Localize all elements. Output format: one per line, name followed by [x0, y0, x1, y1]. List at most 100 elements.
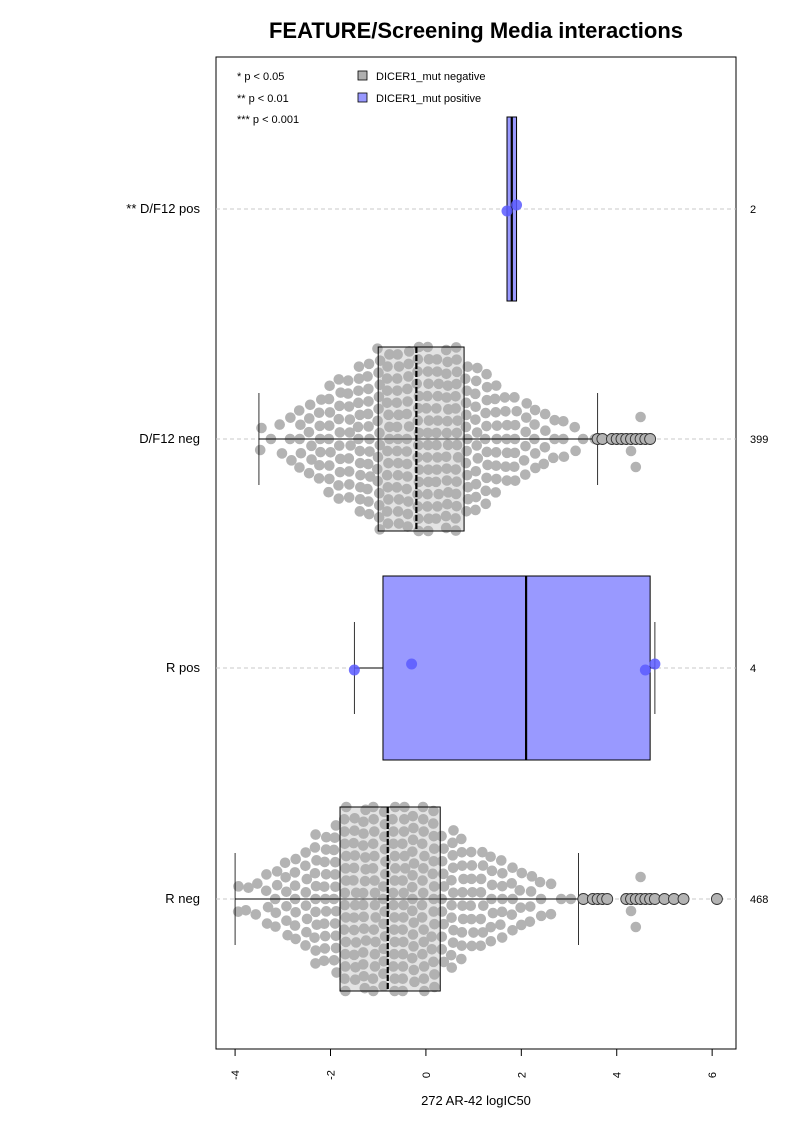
beeswarm-point — [436, 931, 448, 943]
beeswarm-point — [309, 867, 321, 879]
beeswarm-point — [402, 471, 413, 482]
beeswarm-point — [358, 923, 370, 935]
beeswarm-point — [478, 900, 489, 911]
beeswarm-point — [490, 380, 502, 391]
beeswarm-point — [370, 912, 381, 923]
beeswarm-point — [423, 476, 434, 488]
beeswarm-point — [480, 407, 491, 419]
beeswarm-point — [334, 466, 346, 478]
beeswarm-point — [418, 924, 429, 935]
beeswarm-point — [367, 863, 379, 874]
beeswarm-point — [353, 397, 364, 409]
beeswarm-point — [295, 419, 306, 431]
beeswarm-point — [357, 947, 369, 958]
beeswarm-point — [340, 850, 352, 862]
beeswarm-point — [427, 868, 439, 880]
beeswarm-point — [481, 472, 492, 484]
beeswarm-point — [397, 924, 409, 935]
beeswarm-point — [496, 880, 508, 892]
beeswarm-point — [330, 942, 342, 954]
beeswarm-point — [281, 886, 292, 898]
beeswarm-point — [389, 850, 401, 862]
beeswarm-point — [339, 838, 351, 850]
beeswarm-point — [539, 408, 551, 420]
beeswarm-point — [432, 452, 443, 463]
beeswarm-point — [353, 361, 365, 372]
beeswarm-point — [485, 935, 497, 947]
beeswarm-point — [279, 857, 291, 869]
beeswarm-point — [392, 349, 403, 360]
beeswarm-point — [363, 496, 374, 507]
beeswarm-point — [301, 926, 312, 938]
beeswarm-point — [320, 868, 332, 880]
beeswarm-point — [431, 464, 443, 475]
beeswarm-point — [310, 829, 321, 840]
beeswarm-point — [333, 413, 345, 425]
beeswarm-point — [451, 500, 462, 512]
beeswarm-point — [323, 486, 334, 498]
beeswarm-point — [402, 508, 414, 520]
beeswarm-point — [392, 506, 404, 517]
beeswarm-point — [398, 899, 409, 911]
beeswarm-point — [422, 366, 434, 377]
beeswarm-point — [343, 466, 355, 477]
beeswarm-point — [432, 415, 444, 426]
legend-label-negative: DICER1_mut negative — [376, 71, 485, 83]
beeswarm-point — [319, 930, 331, 942]
beeswarm-point — [339, 826, 350, 837]
beeswarm-point — [520, 426, 532, 438]
group-n-label: 2 — [750, 204, 756, 216]
beeswarm-point — [423, 378, 434, 390]
beeswarm-point — [369, 875, 380, 886]
beeswarm-point — [390, 863, 401, 874]
beeswarm-point — [364, 446, 375, 457]
beeswarm-point — [381, 397, 393, 409]
beeswarm-point — [391, 482, 403, 493]
beeswarm-point — [475, 940, 487, 952]
beeswarm-point — [519, 469, 531, 480]
beeswarm-point — [261, 918, 273, 929]
beeswarm-point — [397, 948, 409, 960]
beeswarm-point — [389, 875, 400, 886]
beeswarm-point — [451, 378, 462, 390]
beeswarm-point — [491, 473, 502, 485]
beeswarm-point — [401, 408, 413, 420]
beeswarm-point — [450, 513, 461, 524]
beeswarm-point — [516, 919, 527, 931]
x-tick-label: 0 — [421, 1072, 433, 1078]
beeswarm-point — [535, 910, 547, 922]
beeswarm-point — [363, 383, 374, 395]
beeswarm-point — [481, 394, 493, 406]
beeswarm-point — [378, 980, 389, 992]
beeswarm-point — [391, 385, 403, 396]
beeswarm-point — [338, 813, 350, 825]
beeswarm-point — [436, 855, 448, 867]
beeswarm-point — [482, 459, 493, 471]
beeswarm-point — [254, 444, 266, 456]
beeswarm-point — [374, 355, 386, 366]
beeswarm-point — [388, 838, 399, 850]
beeswarm-point — [530, 462, 541, 474]
beeswarm-point — [373, 487, 385, 499]
beeswarm-point — [451, 354, 462, 365]
beeswarm-point — [333, 374, 345, 385]
beeswarm-point — [360, 852, 371, 863]
beeswarm-point — [431, 427, 442, 439]
beeswarm-point — [446, 962, 458, 973]
beeswarm-point — [447, 937, 459, 948]
beeswarm-point — [378, 968, 389, 980]
beeswarm-point — [344, 479, 355, 490]
beeswarm-point — [417, 875, 428, 886]
beeswarm-point — [545, 908, 557, 920]
beeswarm-point — [300, 940, 311, 951]
beeswarm-point — [450, 464, 462, 475]
beeswarm-point — [344, 414, 356, 425]
x-tick-label: -4 — [230, 1070, 242, 1080]
beeswarm-point — [465, 846, 477, 858]
beeswarm-point — [496, 906, 508, 918]
beeswarm-point — [391, 397, 403, 409]
beeswarm-point — [442, 498, 453, 510]
beeswarm-point — [441, 475, 453, 486]
beeswarm-point — [429, 918, 440, 930]
